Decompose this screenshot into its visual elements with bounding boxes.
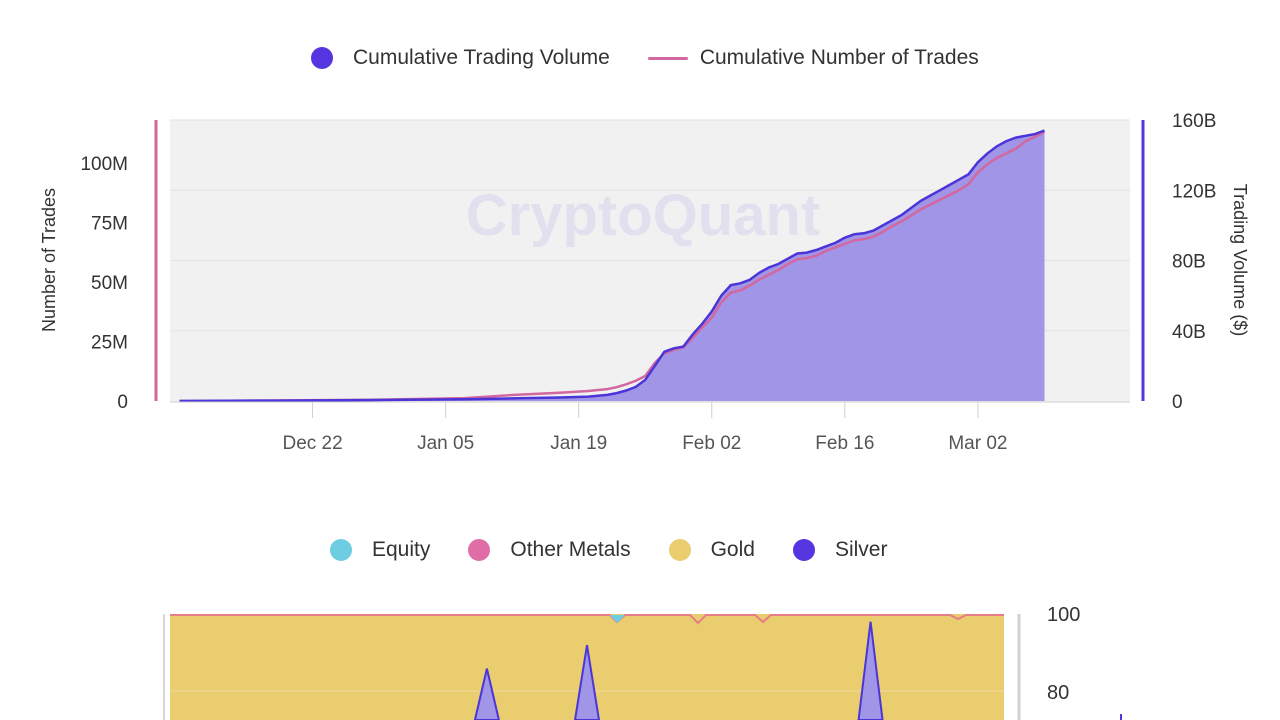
legend-label-silver: Silver [834,538,888,561]
legend-item-gold[interactable]: Gold [668,538,755,562]
legend-item-trades[interactable]: Cumulative Number of Trades [647,46,979,70]
equity-notch [610,615,625,623]
legend-dot-equity [330,539,352,561]
legend-item-silver[interactable]: Silver [792,538,888,562]
volume-line [179,129,1045,403]
legend-label-gold: Gold [710,538,755,561]
top-band-edge [170,614,1004,625]
silver-spike [473,668,500,720]
x-tick-label: Jan 19 [550,433,607,454]
legend-item-other-metals[interactable]: Other Metals [468,538,631,562]
y-left-tick-label: 25M [91,332,128,353]
volume-area [179,130,1045,401]
trades-line [179,130,1046,403]
legend-dot-volume [311,47,333,69]
legend-label-equity: Equity [372,538,431,561]
chart2-y-tick-label: 80 [1047,682,1069,704]
legend-label-volume: Cumulative Trading Volume [353,46,610,69]
y-right-axis-label: Trading Volume ($) [1230,184,1250,336]
silver-spike [857,621,884,720]
x-tick-label: Jan 05 [417,433,474,454]
silver-spike [573,645,601,720]
x-tick-label: Feb 16 [815,433,874,454]
legend-item-volume[interactable]: Cumulative Trading Volume [311,46,610,70]
x-tick-label: Feb 02 [682,433,741,454]
y-left-tick-label: 50M [91,273,128,294]
y-right-tick-label: 160B [1172,111,1216,132]
legend-dot-gold [668,539,691,561]
y-right-tick-label: 0 [1172,392,1183,413]
legend-label-trades: Cumulative Number of Trades [699,46,979,69]
gold-area [170,614,1004,720]
y-right-tick-label: 120B [1172,181,1216,202]
chart2-legend: Equity Other Metals Gold Silver [330,538,887,562]
y-left-tick-label: 100M [80,154,128,175]
x-tick-label: Dec 22 [282,433,342,454]
legend-line-trades [647,56,688,60]
legend-item-equity[interactable]: Equity [330,538,430,562]
legend-dot-other-metals [468,539,491,561]
x-tick-label: Mar 02 [948,433,1007,454]
y-right-tick-label: 80B [1172,252,1206,273]
y-right-tick-label: 40B [1172,322,1206,343]
cumulative-chart: CryptoQuant Dec 22 Jan 05 Jan 19 Feb 02 Feb … [39,111,1250,454]
chart2-y-tick-label: 100 [1047,604,1080,626]
y-left-axis-label: Number of Trades [39,188,59,332]
chart1-legend: Cumulative Trading Volume Cumulative Num… [311,46,979,70]
legend-dot-silver [792,539,815,561]
y-left-tick-label: 75M [91,213,128,234]
watermark: CryptoQuant [466,183,820,248]
y-left-tick-label: 0 [117,392,128,413]
legend-label-other-metals: Other Metals [510,538,631,561]
